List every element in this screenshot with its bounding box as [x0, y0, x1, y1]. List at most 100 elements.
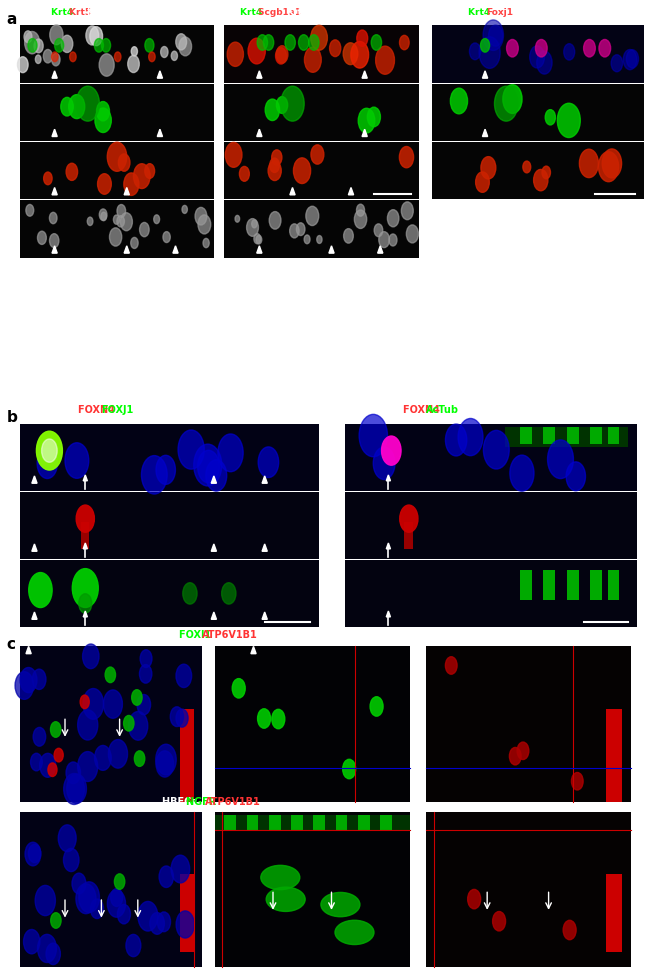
Bar	[224, 25, 419, 83]
Circle shape	[311, 145, 324, 164]
Circle shape	[534, 169, 548, 191]
Circle shape	[248, 38, 265, 64]
Circle shape	[65, 442, 89, 478]
Text: Mouse: Mouse	[29, 8, 66, 17]
Text: Krt5: Krt5	[69, 8, 94, 17]
Circle shape	[484, 431, 509, 469]
Bar	[214, 812, 410, 967]
Bar	[246, 815, 258, 830]
Text: FOXJ1: FOXJ1	[101, 405, 134, 415]
Polygon shape	[26, 646, 31, 653]
Polygon shape	[262, 544, 267, 551]
Polygon shape	[378, 246, 383, 253]
Circle shape	[602, 149, 621, 178]
Polygon shape	[329, 246, 334, 253]
Polygon shape	[173, 246, 178, 253]
Circle shape	[170, 707, 183, 726]
Polygon shape	[257, 129, 262, 136]
Circle shape	[31, 753, 42, 771]
Circle shape	[506, 40, 518, 57]
Circle shape	[49, 233, 59, 248]
Circle shape	[198, 450, 219, 483]
Circle shape	[306, 206, 318, 226]
Circle shape	[163, 231, 170, 243]
Circle shape	[359, 414, 387, 457]
Bar	[20, 492, 318, 559]
Circle shape	[72, 873, 86, 894]
Circle shape	[252, 220, 257, 227]
Bar	[606, 709, 622, 802]
Bar	[20, 84, 215, 141]
Circle shape	[517, 742, 529, 759]
Circle shape	[493, 912, 506, 931]
Circle shape	[183, 583, 197, 605]
Circle shape	[296, 223, 305, 235]
Circle shape	[272, 150, 282, 165]
Polygon shape	[83, 611, 87, 617]
Circle shape	[94, 39, 103, 52]
Circle shape	[563, 920, 576, 940]
Circle shape	[90, 899, 103, 919]
Polygon shape	[362, 71, 367, 78]
Circle shape	[114, 874, 125, 889]
Circle shape	[142, 456, 167, 494]
Polygon shape	[290, 188, 295, 194]
Circle shape	[343, 759, 356, 779]
Circle shape	[80, 695, 89, 709]
Circle shape	[276, 46, 288, 63]
Bar	[608, 570, 619, 600]
Circle shape	[311, 25, 328, 51]
Bar	[506, 427, 629, 447]
Bar	[179, 709, 194, 802]
Polygon shape	[52, 188, 57, 194]
Circle shape	[379, 231, 389, 248]
Circle shape	[135, 750, 145, 766]
Circle shape	[109, 740, 127, 768]
Bar	[432, 25, 644, 83]
Polygon shape	[211, 612, 216, 619]
Circle shape	[171, 52, 177, 60]
Bar	[214, 646, 410, 802]
Circle shape	[140, 649, 152, 668]
Circle shape	[317, 235, 322, 243]
Circle shape	[76, 505, 94, 533]
Circle shape	[373, 447, 395, 479]
Circle shape	[623, 50, 637, 70]
Circle shape	[23, 929, 40, 954]
Circle shape	[270, 158, 280, 172]
Circle shape	[161, 47, 168, 57]
Circle shape	[176, 664, 192, 687]
Ellipse shape	[261, 865, 300, 889]
Polygon shape	[32, 476, 37, 483]
Circle shape	[145, 39, 154, 52]
Circle shape	[545, 110, 556, 125]
Circle shape	[276, 96, 288, 114]
Circle shape	[49, 212, 57, 224]
Bar	[20, 812, 202, 967]
Circle shape	[124, 173, 139, 195]
Circle shape	[159, 866, 174, 887]
Text: ATP6V1B1: ATP6V1B1	[202, 630, 258, 640]
Bar	[608, 427, 619, 444]
Circle shape	[83, 688, 103, 719]
Circle shape	[113, 215, 120, 225]
Bar	[224, 142, 419, 199]
Circle shape	[28, 39, 37, 52]
Circle shape	[103, 690, 122, 718]
Circle shape	[118, 154, 130, 171]
Circle shape	[479, 37, 501, 68]
Bar	[20, 200, 215, 258]
Circle shape	[78, 751, 98, 781]
Circle shape	[51, 53, 60, 66]
Bar	[20, 424, 318, 491]
Circle shape	[481, 156, 496, 179]
Circle shape	[129, 712, 148, 741]
Circle shape	[354, 210, 367, 228]
Bar	[179, 874, 194, 952]
Bar	[224, 200, 419, 258]
Circle shape	[101, 39, 111, 52]
Circle shape	[118, 904, 131, 923]
Circle shape	[132, 690, 142, 706]
Circle shape	[153, 215, 160, 224]
Circle shape	[272, 710, 285, 729]
